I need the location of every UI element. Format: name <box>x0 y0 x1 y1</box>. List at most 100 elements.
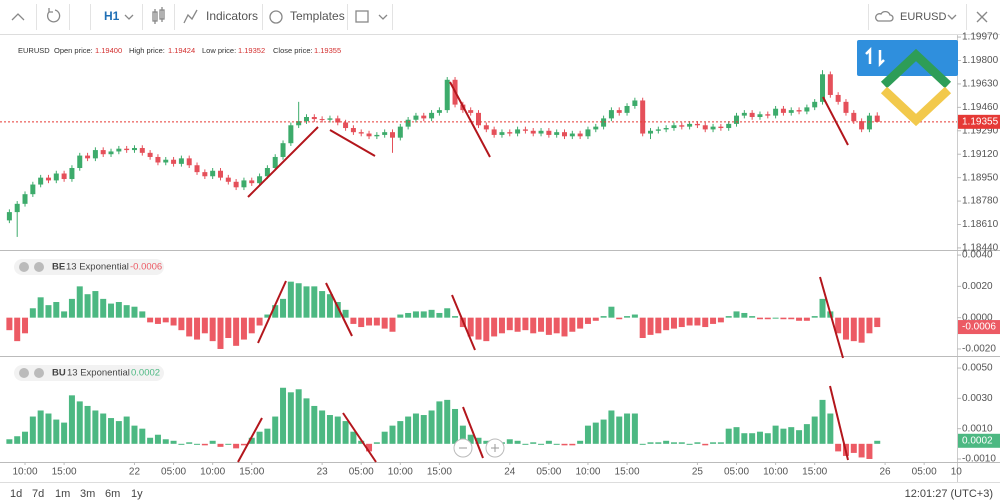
indicators-button[interactable]: Indicators <box>206 9 258 23</box>
candle-body <box>108 151 114 155</box>
histogram-bar <box>248 437 255 444</box>
interval-selector[interactable]: H1 <box>104 9 120 23</box>
candle-body <box>389 132 395 138</box>
histogram-bar <box>389 317 396 332</box>
histogram-bar <box>92 410 99 444</box>
histogram-bar <box>6 317 13 331</box>
histogram-bar <box>436 401 443 444</box>
histogram-bar <box>678 442 685 444</box>
candle-body <box>296 121 302 126</box>
histogram-bar <box>686 317 693 326</box>
remove-indicator[interactable] <box>19 262 29 272</box>
calendar-dropdown[interactable] <box>378 14 388 20</box>
candle-body <box>679 125 685 127</box>
candle-body <box>812 101 818 108</box>
histogram-bar <box>256 431 263 444</box>
indicator-value: 0.0002 <box>131 368 160 379</box>
histogram-bar <box>366 317 373 326</box>
candle-body <box>851 112 857 122</box>
candle-body <box>116 148 122 152</box>
ohlc-info: EURUSD Open price: 1.19400 High price: 1… <box>18 46 341 55</box>
candle-body <box>538 130 544 134</box>
trend-line[interactable] <box>342 412 377 463</box>
trend-line[interactable] <box>451 294 476 351</box>
histogram-bar <box>412 311 419 318</box>
candle-body <box>444 79 450 111</box>
trend-line[interactable] <box>257 280 287 344</box>
candle-body <box>311 117 317 120</box>
range-button[interactable]: 7d <box>32 488 44 500</box>
histogram-bar <box>584 425 591 444</box>
histogram-bar <box>631 314 638 318</box>
range-button[interactable]: 1y <box>131 488 143 500</box>
histogram-bar <box>514 317 521 332</box>
candle-body <box>632 100 638 106</box>
candle-body <box>483 125 489 130</box>
histogram-bar <box>842 317 849 340</box>
trend-line[interactable] <box>819 276 844 359</box>
histogram-bar <box>84 294 91 318</box>
symbol-selector[interactable]: EURUSD <box>900 11 947 23</box>
candle-body <box>382 132 388 135</box>
candle-body <box>335 118 341 123</box>
histogram-bar <box>530 442 537 444</box>
histogram-bar <box>811 416 818 444</box>
histogram-bar <box>741 433 748 444</box>
trend-line[interactable] <box>462 406 484 459</box>
trend-line[interactable] <box>325 282 353 337</box>
candle-body <box>820 74 826 102</box>
trend-line[interactable] <box>829 385 849 461</box>
histogram-bar <box>186 317 193 337</box>
templates-button[interactable]: Templates <box>290 9 345 23</box>
histogram-bar <box>76 286 83 318</box>
candle-body <box>694 123 700 126</box>
y-tick-label: 0.0040 <box>962 250 993 261</box>
histogram-bar <box>115 302 122 318</box>
collapse-button[interactable] <box>11 13 25 21</box>
close-button[interactable] <box>976 11 988 23</box>
candle-body <box>554 132 560 135</box>
histogram-bar <box>764 317 771 320</box>
histogram-bar <box>569 317 576 332</box>
indicator-settings[interactable] <box>34 262 44 272</box>
histogram-bar <box>772 317 779 319</box>
histogram-bar <box>436 312 443 318</box>
trend-line[interactable] <box>329 129 376 157</box>
histogram-bar <box>428 410 435 444</box>
histogram-bar <box>819 399 826 444</box>
remove-indicator[interactable] <box>19 368 29 378</box>
histogram-bar <box>233 443 240 449</box>
range-button[interactable]: 3m <box>80 488 95 500</box>
histogram-bar <box>858 443 865 458</box>
histogram-bar <box>280 298 287 318</box>
candle-body <box>491 129 497 135</box>
histogram-bar <box>475 317 482 340</box>
range-button[interactable]: 6m <box>105 488 120 500</box>
candle-body <box>163 159 169 163</box>
histogram-bar <box>639 443 646 445</box>
histogram-bar <box>373 442 380 444</box>
candle-body <box>202 172 208 177</box>
histogram-bar <box>835 443 842 452</box>
info-label: Open price: <box>54 46 93 55</box>
range-button[interactable]: 1m <box>55 488 70 500</box>
trend-line[interactable] <box>237 417 263 463</box>
calendar-button[interactable] <box>355 10 369 23</box>
trend-line[interactable] <box>822 96 849 146</box>
trend-line[interactable] <box>449 81 491 158</box>
histogram-bar <box>162 317 169 323</box>
x-tick-label: 24 <box>504 467 516 478</box>
histogram-bar <box>577 440 584 444</box>
range-button[interactable]: 1d <box>10 488 22 500</box>
indicator-settings[interactable] <box>34 368 44 378</box>
histogram-bar <box>37 410 44 444</box>
symbol-dropdown[interactable] <box>947 14 957 20</box>
histogram-bar <box>178 443 185 445</box>
chart-type-button[interactable] <box>152 7 165 24</box>
x-tick-label: 15:00 <box>239 467 264 478</box>
undo-button[interactable] <box>46 8 61 23</box>
zoom-controls <box>453 438 505 458</box>
trend-line[interactable] <box>247 126 319 198</box>
pane <box>6 281 881 349</box>
interval-dropdown[interactable] <box>124 14 134 20</box>
